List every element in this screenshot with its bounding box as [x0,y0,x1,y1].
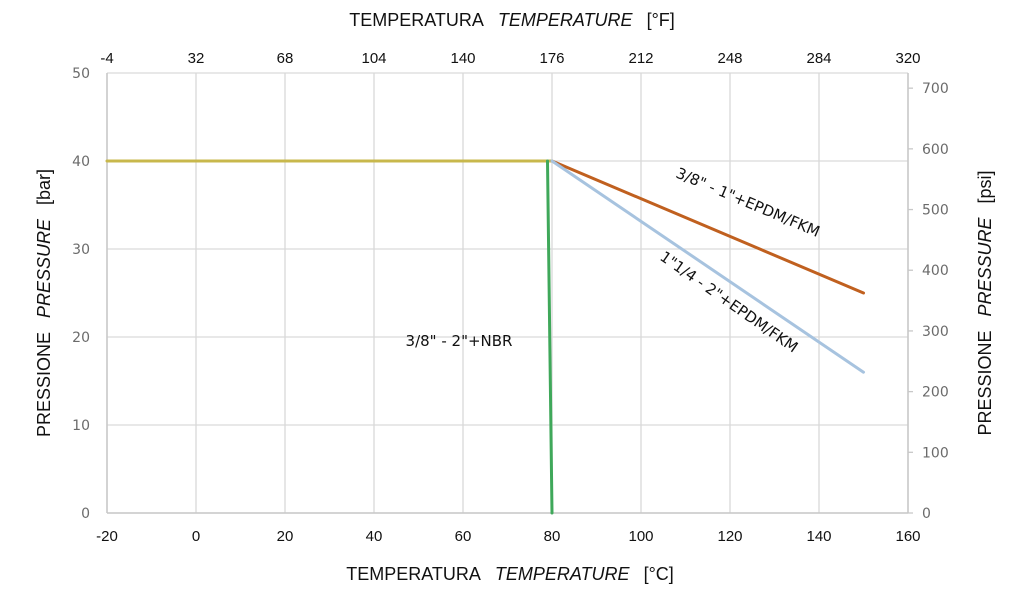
y-axis-right-title-unit: [psi] [975,170,995,203]
x-axis-bottom-title: TEMPERATURA TEMPERATURE [°C] [346,564,674,584]
y-right-tick-label: 100 [922,445,949,461]
series-label-epdm-small: 3/8" - 1"+EPDM/FKM [673,164,822,241]
x-top-tick-label: 176 [539,50,564,67]
series-label-epdm-large: 1"1/4 - 2"+EPDM/FKM [657,247,802,356]
x-bottom-tick-label: 60 [455,528,472,545]
series-line-2 [550,159,865,295]
y-left-tick-label: 30 [72,242,90,258]
x-axis-top-ticks: -4 32 68 104 140 176 212 248 284 320 [100,50,920,67]
y-right-tick-label: 0 [922,506,931,522]
y-left-tick-label: 50 [72,66,90,82]
y-left-tick-label: 0 [81,506,90,522]
x-axis-bottom-ticks: -20 0 20 40 60 80 100 120 140 160 [96,528,920,545]
x-top-tick-label: 68 [277,50,294,67]
series-lines [105,159,865,515]
y-axis-right-ticks: 0 100 200 300 400 500 600 700 [908,81,949,522]
x-top-tick-label: 104 [361,50,386,67]
y-axis-left-title-main: PRESSIONE [34,332,54,437]
x-bottom-tick-label: 100 [628,528,653,545]
series-line-1 [546,159,554,515]
x-bottom-tick-label: 20 [277,528,294,545]
x-bottom-tick-label: -20 [96,528,118,545]
series-line-3 [550,159,865,374]
y-axis-left-ticks: 0 10 20 30 40 50 [72,66,90,522]
x-bottom-tick-label: 80 [544,528,561,545]
series-label-nbr: 3/8" - 2"+NBR [406,332,513,350]
x-top-tick-label: 140 [450,50,475,67]
y-left-tick-label: 10 [72,418,90,434]
x-axis-bottom-title-unit: [°C] [644,564,674,584]
y-right-tick-label: 300 [922,324,949,340]
y-right-tick-label: 400 [922,263,949,279]
x-axis-bottom-title-main: TEMPERATURA [346,564,481,584]
x-bottom-tick-label: 120 [717,528,742,545]
x-axis-top-title-italic: TEMPERATURE [498,10,634,30]
x-axis-bottom-title-italic: TEMPERATURE [495,564,631,584]
y-axis-left-title: PRESSIONE PRESSURE [bar] [34,169,54,437]
x-axis-top-title-main: TEMPERATURA [349,10,484,30]
y-right-tick-label: 600 [922,142,949,158]
x-bottom-tick-label: 140 [806,528,831,545]
x-axis-top-title: TEMPERATURA TEMPERATURE [°F] [349,10,675,30]
x-top-tick-label: 284 [806,50,831,67]
x-top-tick-label: 32 [188,50,205,67]
y-right-tick-label: 200 [922,385,949,401]
y-right-tick-label: 500 [922,203,949,219]
y-axis-left-title-italic: PRESSURE [34,218,54,318]
plot-frame [106,73,909,514]
y-axis-right-title-main: PRESSIONE [975,331,995,436]
x-bottom-tick-label: 0 [192,528,200,545]
grid [106,72,909,514]
y-axis-right-title: PRESSIONE PRESSURE [psi] [975,170,995,435]
x-top-tick-label: 212 [628,50,653,67]
y-left-tick-label: 20 [72,330,90,346]
x-axis-top-title-unit: [°F] [647,10,675,30]
x-bottom-tick-label: 40 [366,528,383,545]
x-bottom-tick-label: 160 [895,528,920,545]
y-axis-right-title-italic: PRESSURE [975,216,995,316]
y-left-tick-label: 40 [72,154,90,170]
x-top-tick-label: 320 [895,50,920,67]
x-top-tick-label: -4 [100,50,113,67]
y-right-tick-label: 700 [922,81,949,97]
x-top-tick-label: 248 [717,50,742,67]
y-axis-left-title-unit: [bar] [34,169,54,205]
